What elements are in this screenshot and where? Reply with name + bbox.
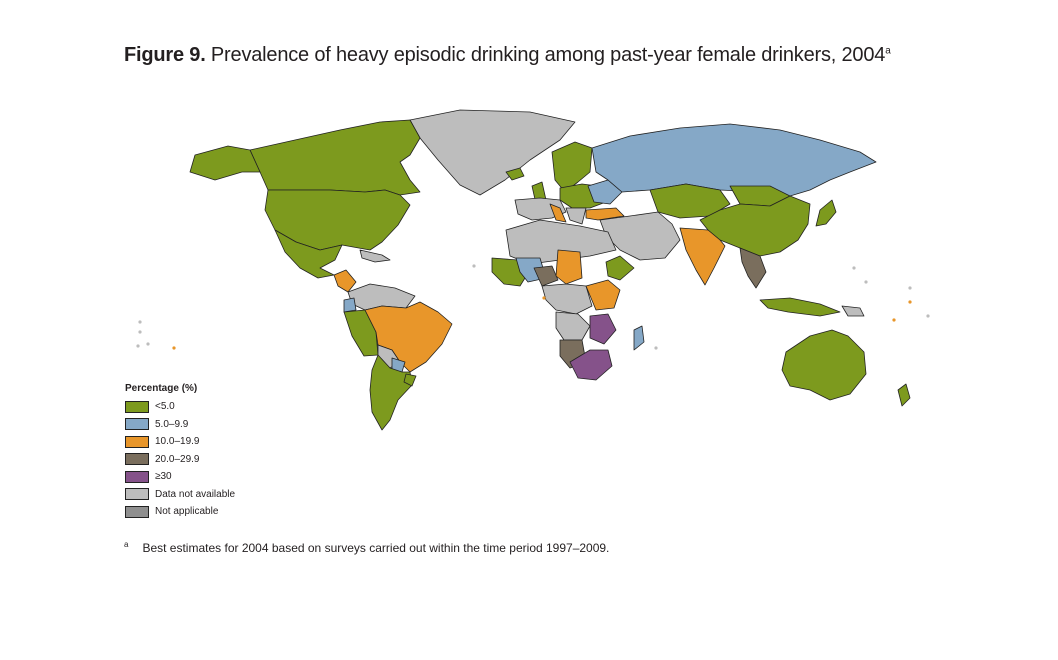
region-iceland [505,167,525,181]
legend-label: Not applicable [155,506,219,518]
legend-item: 5.0–9.9 [125,416,235,434]
world-map [136,109,930,431]
region-middle-east [599,211,681,261]
island-marker [472,264,476,268]
region-alaska [189,145,261,181]
region-mexico [274,229,343,279]
island-marker [138,330,142,334]
legend-item: <5.0 [125,398,235,416]
region-ecuador [343,297,357,313]
region-southeast-asia [739,247,767,289]
figure-title: Figure 9. Prevalence of heavy episodic d… [124,44,891,67]
region-south-africa [569,349,613,381]
region-madagascar [633,325,645,351]
region-russia [591,123,877,197]
legend-item: 20.0–29.9 [125,451,235,469]
legend-label: Data not available [155,488,236,500]
legend-items: <5.0 5.0–9.9 10.0–19.9 20.0–29.9 ≥30 Data not… [125,398,235,521]
region-uruguay [403,373,417,387]
legend-swatch [125,453,149,466]
island-marker [654,346,658,350]
island-marker [172,346,176,350]
footnote-text: Best estimates for 2004 based on surveys… [142,541,610,555]
island-marker [542,296,546,300]
region-japan [815,199,837,227]
legend-title: Percentage (%) [125,383,198,394]
legend-swatch [125,400,149,413]
region-balkans [565,207,587,225]
region-central-america [333,269,357,293]
region-nigeria [533,265,559,287]
region-italy [549,203,567,223]
region-india [679,227,726,286]
figure-label: Figure 9. [124,44,206,66]
region-zimbabwe [589,313,617,345]
region-ukraine [587,179,623,205]
island-marker [138,320,142,324]
legend-item: ≥30 [125,468,235,486]
legend-swatch [125,470,149,483]
legend-item: 10.0–19.9 [125,433,235,451]
legend-swatch [125,435,149,448]
legend-swatch [125,418,149,431]
island-marker [852,266,856,270]
region-chad-sudan [555,249,583,285]
legend-item: Not applicable [125,503,235,521]
region-turkey [585,207,625,221]
footnote-marker: a [124,540,129,549]
region-angola [555,311,591,341]
region-china [699,195,811,257]
legend-label: 10.0–19.9 [155,436,200,448]
legend-swatch [125,488,149,501]
region-png [841,305,865,317]
legend-label: ≥30 [155,471,172,483]
island-marker [892,318,896,322]
legend-label: <5.0 [155,401,175,413]
region-scandinavia [551,141,593,193]
figure-title-text: Prevalence of heavy episodic drinking am… [210,44,886,66]
title-footnote-marker: a [885,45,891,57]
region-ethiopia [605,255,635,281]
island-marker [908,300,912,304]
map-legend: Percentage (%) <5.0 5.0–9.9 10.0–19.9 20.0–… [125,383,235,521]
island-marker [146,342,150,346]
legend-item: Data not available [125,486,235,504]
region-east-africa [585,279,621,311]
region-indonesia [759,297,841,317]
legend-swatch [125,505,149,518]
legend-label: 5.0–9.9 [155,418,189,430]
island-marker [136,344,140,348]
region-canada [249,119,421,196]
region-caribbean [359,249,391,263]
region-greenland [409,109,576,196]
region-australia [781,329,867,401]
region-new-zealand [897,383,911,407]
island-marker [908,286,912,290]
legend-label: 20.0–29.9 [155,453,200,465]
footnote: a Best estimates for 2004 based on survey… [124,540,609,555]
region-southern-cone [369,354,413,431]
island-marker [864,280,868,284]
region-central-africa [541,283,593,315]
island-marker [926,314,930,318]
